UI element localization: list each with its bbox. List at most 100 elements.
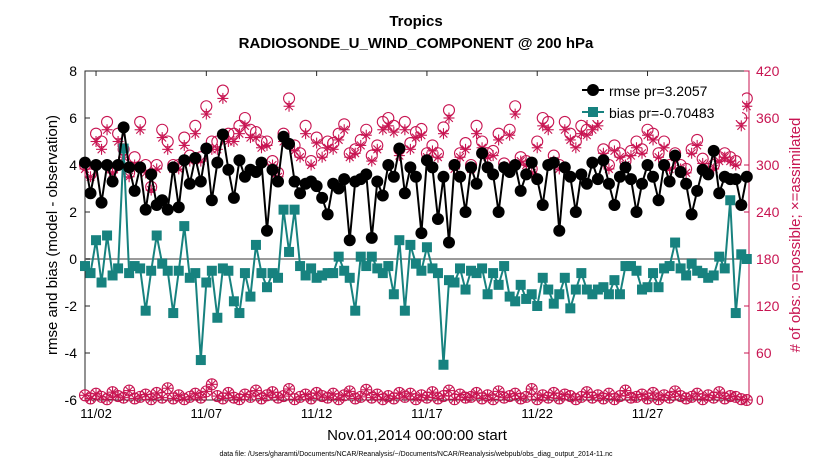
rmse-point [707, 144, 720, 157]
rmse-point [343, 234, 356, 247]
bias-point [361, 261, 372, 272]
obs-assimilated-marker [570, 142, 582, 154]
asterisk-stroke [262, 141, 272, 150]
asterisk-stroke [268, 387, 277, 397]
bias-point [482, 289, 493, 300]
asterisk-stroke [659, 143, 669, 153]
bias-point [289, 204, 300, 215]
rmse-point [680, 177, 693, 190]
asterisk-stroke [163, 145, 173, 154]
asterisk-stroke [720, 152, 730, 162]
bias-point [201, 277, 212, 288]
obs-assimilated-marker [487, 150, 499, 162]
bias-point [223, 265, 234, 276]
rmse-point [128, 184, 141, 197]
asterisk-stroke [488, 151, 498, 160]
bias-point [515, 279, 526, 290]
asterisk-stroke [373, 390, 382, 399]
rmse-point [398, 187, 411, 200]
rmse-point [647, 170, 660, 183]
asterisk-stroke [235, 394, 244, 404]
obs-assimilated-marker [642, 129, 654, 141]
obs-assimilated-marker [101, 393, 113, 405]
rmse-point [161, 203, 174, 216]
asterisk-stroke [543, 393, 553, 402]
asterisk-stroke [191, 389, 200, 399]
rmse-point [404, 161, 417, 174]
asterisk-stroke [384, 121, 393, 131]
bias-point [466, 265, 477, 276]
obs-assimilated-marker [636, 147, 648, 159]
asterisk-stroke [582, 387, 592, 397]
obs-assimilated-marker [200, 385, 212, 397]
asterisk-stroke [654, 394, 663, 404]
rmse-point [691, 184, 704, 197]
obs-assimilated-marker [658, 142, 670, 154]
asterisk-stroke [714, 156, 724, 166]
rmse-point [613, 170, 626, 183]
rmse-point [536, 198, 549, 211]
asterisk-stroke [593, 121, 603, 131]
bias-point [91, 235, 102, 246]
bias-point [736, 249, 747, 260]
bias-point [239, 268, 250, 279]
obs-assimilated-marker [415, 129, 427, 141]
obs-assimilated-marker [592, 120, 604, 132]
asterisk-stroke [604, 389, 614, 399]
asterisk-stroke [251, 386, 261, 395]
asterisk-stroke [389, 127, 399, 137]
asterisk-stroke [301, 129, 310, 138]
rmse-point [260, 224, 273, 237]
asterisk-stroke [626, 151, 636, 160]
rmse-point [227, 191, 240, 204]
obs-assimilated-marker [349, 147, 361, 159]
bias-point [521, 293, 532, 304]
asterisk-stroke [549, 388, 559, 398]
obs-assimilated-marker [653, 151, 665, 163]
bias-point [85, 268, 96, 279]
bias-point [113, 263, 124, 274]
obs-assimilated-marker [471, 128, 483, 140]
bias-point [273, 272, 284, 283]
legend-bias-label: bias pr=-0.70483 [609, 105, 715, 121]
bias-point [107, 270, 118, 281]
obs-assimilated-marker [162, 382, 174, 394]
obs-assimilated-marker [250, 385, 262, 397]
rmse-point [630, 206, 643, 218]
obs-assimilated-marker [90, 136, 102, 147]
asterisk-stroke [593, 391, 603, 400]
asterisk-stroke [229, 137, 239, 146]
obs-assimilated-marker [460, 143, 472, 155]
bias-point [350, 305, 361, 316]
bias-point [399, 305, 410, 316]
bias-point [532, 301, 543, 311]
obs-assimilated-marker [189, 128, 201, 140]
rmse-point [183, 177, 196, 190]
bias-point [278, 204, 289, 215]
obs-assimilated-marker [636, 389, 648, 401]
rmse-point [608, 198, 621, 211]
asterisk-stroke [494, 135, 503, 145]
obs-assimilated-marker [322, 392, 334, 404]
rmse-point [487, 168, 500, 181]
asterisk-stroke [461, 145, 470, 154]
obs-assimilated-marker [123, 385, 135, 397]
asterisk-stroke [687, 148, 696, 158]
asterisk-stroke [179, 141, 189, 150]
bias-point [614, 289, 625, 300]
obs-assimilated-marker [195, 392, 207, 404]
rmse-point [288, 175, 301, 188]
rmse-point [216, 128, 229, 141]
bias-point [427, 263, 438, 274]
obs-assimilated-marker [382, 120, 394, 132]
rmse-point [194, 175, 207, 188]
bias-point [168, 308, 179, 319]
rmse-point [415, 227, 428, 240]
asterisk-stroke [428, 146, 437, 156]
x-tick-label: 11/17 [411, 406, 443, 421]
obs-assimilated-marker [327, 143, 339, 155]
asterisk-stroke [632, 143, 641, 153]
asterisk-stroke [731, 160, 741, 170]
rmse-point [310, 180, 323, 193]
obs-assimilated-marker [531, 142, 543, 154]
